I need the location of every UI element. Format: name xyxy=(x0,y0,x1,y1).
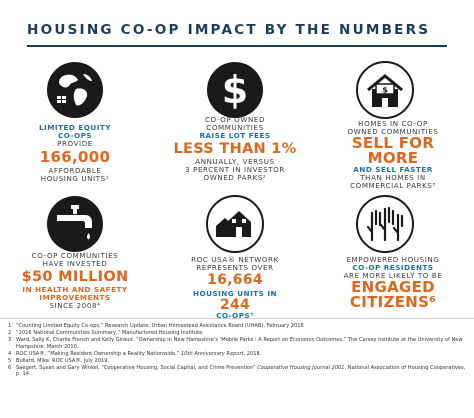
stat-figure: 244 xyxy=(219,296,251,313)
footnote-text-main: ROC USA®, “Making Resident Ownership a R… xyxy=(16,350,180,357)
footnote-number: 3 xyxy=(8,336,12,343)
page-title: HOUSING CO-OP IMPACT BY THE NUMBERS xyxy=(27,22,431,38)
globe-icon xyxy=(45,60,105,120)
footnote: 2 “2016 National Communities Summary,” M… xyxy=(8,330,468,337)
footnote: 4 ROC USA®, “Making Resident Ownership a… xyxy=(8,351,468,358)
dollar-icon: $ xyxy=(205,60,265,120)
stat-engaged-citizens: Empowered housing co-op residents are mo… xyxy=(318,256,468,310)
raised-hands-icon xyxy=(355,194,415,254)
footnote: 6 Saegert, Susan and Gary Winkel, “Coope… xyxy=(8,365,468,379)
footnote-divider xyxy=(0,318,474,319)
footnote-title: 10th Anniversary Report xyxy=(181,350,244,357)
stat-text: Empowered housing xyxy=(346,255,440,264)
footnote-number: 4 xyxy=(8,350,12,357)
stat-invested: Co-op communities have invested $50 MILL… xyxy=(0,252,150,310)
footnotes: 1 “Counting Limited Equity Co-ops,” Rese… xyxy=(8,323,468,378)
stat-text: Co-ops xyxy=(57,131,93,141)
stat-text: housing units in xyxy=(192,288,278,298)
stat-text: and sell faster xyxy=(353,164,433,174)
stat-figure: SELL FOR xyxy=(351,133,435,152)
stat-text: than homes in xyxy=(360,172,426,182)
stat-text: improvements xyxy=(39,293,111,303)
footnote-text: Saegert, Susan and Gary Winkel, “Coopera… xyxy=(16,365,468,379)
svg-text:$: $ xyxy=(222,68,248,112)
footnote-number: 1 xyxy=(8,323,12,329)
stat-text: Co-op communities xyxy=(31,251,119,260)
stat-text: raise lot fees xyxy=(199,130,271,140)
footnote-text: “2016 National Communities Summary,” Man… xyxy=(16,329,203,336)
footnote-text: Bullard, Mike. ROC USA®, July 2019. xyxy=(16,357,110,364)
footnote-number: 6 xyxy=(8,364,12,371)
footnote-text-tail: , National Association of Housing Cooper… xyxy=(16,364,466,378)
stat-text: co-ops⁵ xyxy=(216,310,254,320)
svg-text:$: $ xyxy=(382,86,388,95)
stat-text: in health and safety xyxy=(22,285,128,295)
stat-text: housing units¹ xyxy=(40,173,110,183)
footnote: 3 Ward, Sally K, Charlie French and Kell… xyxy=(8,337,468,351)
footnote-text: “Counting Limited Equity Co-ops,” Resear… xyxy=(16,323,304,329)
stat-text: affordable xyxy=(48,165,102,175)
stat-figure: LESS THAN 1% xyxy=(173,140,297,157)
title-divider xyxy=(27,45,447,47)
stat-text: communities xyxy=(206,122,264,132)
stat-figure: ENGAGED xyxy=(351,277,435,296)
footnote-number: 5 xyxy=(8,357,12,364)
stat-figure: $50 MILLION xyxy=(21,268,129,285)
stat-text: owned parks² xyxy=(203,173,267,183)
footnote-title: Cooperative Housing Journal 2001 xyxy=(257,364,345,371)
stat-text: Limited Equity xyxy=(39,123,111,132)
footnote-text-main: Saegert, Susan and Gary Winkel, “Coopera… xyxy=(16,364,256,371)
stat-text: Homes in co-op xyxy=(358,119,428,128)
house-for-sale-icon: $ xyxy=(355,60,415,120)
footnote-text: ROC USA®, “Making Resident Ownership a R… xyxy=(16,351,468,358)
stat-text: owned communities xyxy=(347,126,439,136)
houses-icon xyxy=(205,194,265,254)
stat-figure: MORE xyxy=(367,148,419,167)
stat-text: co-op residents xyxy=(352,262,434,272)
footnote: 1 “Counting Limited Equity Co-ops,” Rese… xyxy=(8,323,468,330)
footnote-number: 2 xyxy=(8,329,12,336)
stat-text: Co-op owned xyxy=(204,115,266,124)
stat-figure: 16,664 xyxy=(207,271,263,288)
stat-text: ROC USA® network xyxy=(191,255,279,264)
stat-text: provide xyxy=(57,139,93,149)
stat-figure: CITIZENS⁶ xyxy=(349,292,437,311)
footnote-text: Ward, Sally K, Charlie French and Kelly … xyxy=(16,336,463,350)
stat-text: annually, versus xyxy=(195,157,275,167)
stat-text: 3 percent in investor xyxy=(185,165,285,175)
stat-figure: 166,000 xyxy=(39,148,111,167)
footnote-text-tail: , 2018. xyxy=(243,350,262,357)
stat-roc-network: ROC USA® network represents over 16,664 … xyxy=(160,256,310,320)
stat-limited-equity: Limited Equity Co-ops provide 166,000 af… xyxy=(0,123,150,183)
stat-text: have invested xyxy=(42,258,108,268)
stat-text: since 2008⁴ xyxy=(49,301,101,311)
stat-lot-fees: Co-op owned communities raise lot fees L… xyxy=(160,116,310,182)
stat-text: represents over xyxy=(196,262,274,272)
stat-text: commercial parks³ xyxy=(350,180,436,190)
faucet-icon xyxy=(45,194,105,254)
stat-text: are more likely to be xyxy=(343,271,443,280)
stat-sell-for-more: Homes in co-op owned communities SELL FO… xyxy=(318,120,468,190)
footnote: 5 Bullard, Mike. ROC USA®, July 2019. xyxy=(8,358,468,365)
